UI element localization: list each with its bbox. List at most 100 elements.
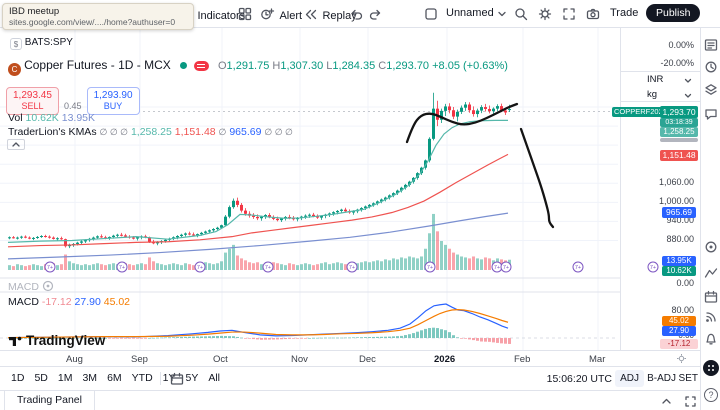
chat-icon[interactable] — [704, 107, 718, 121]
help-icon[interactable]: ? — [704, 388, 718, 402]
fullscreen-button[interactable] — [562, 7, 576, 21]
tradingview-mark-icon — [9, 336, 22, 346]
copper-symbol-icon: C — [8, 63, 21, 76]
tooltip-title: IBD meetup — [9, 6, 60, 17]
replay-icon — [305, 9, 317, 20]
calendar-icon[interactable] — [704, 290, 718, 304]
range-1d[interactable]: 1D — [11, 372, 25, 384]
kma-fast-price-label: 1,258.25 — [660, 127, 698, 137]
range-1m[interactable]: 1M — [57, 372, 73, 384]
chevron-down-icon[interactable] — [683, 76, 693, 86]
range-3m[interactable]: 3M — [82, 372, 98, 384]
panel-chevron-up-icon[interactable] — [660, 395, 673, 408]
alert-button[interactable]: Alert — [260, 6, 302, 24]
macd-hist-value: -17.12 — [41, 296, 72, 308]
streams-icon[interactable] — [704, 310, 718, 324]
layout-name[interactable]: Unnamed — [446, 7, 494, 19]
unit-selectors: INR kg — [621, 71, 700, 102]
alerts-clock-icon[interactable] — [704, 60, 718, 74]
layout-checkbox-icon — [425, 8, 437, 20]
watermark-text: TradingView — [26, 333, 106, 348]
time-label-oct: Oct — [213, 354, 228, 365]
indicator-templates-button[interactable] — [238, 7, 252, 21]
range-5y[interactable]: 5Y — [185, 372, 199, 384]
price-axis-border — [620, 28, 621, 350]
chevron-down-icon[interactable] — [683, 91, 693, 101]
market-closed-icon — [193, 61, 209, 72]
currency-select[interactable]: INR — [647, 74, 663, 85]
settings-button[interactable] — [538, 7, 552, 21]
quick-search-button[interactable] — [514, 7, 528, 21]
replay-button[interactable]: Replay — [303, 6, 357, 24]
range-6m[interactable]: 6M — [107, 372, 122, 384]
svg-text:7+: 7+ — [427, 265, 433, 271]
adj-button[interactable]: ADJ — [615, 370, 644, 387]
undo-button[interactable] — [350, 7, 364, 21]
svg-text:7+: 7+ — [503, 265, 509, 271]
macd-line-value: 27.90 — [74, 296, 101, 308]
chevron-down-icon — [498, 11, 506, 17]
volume-legend-row[interactable]: Vol 10.62K 13.95K — [8, 112, 95, 124]
volume-high: 13.95K — [61, 112, 96, 124]
kma-mid-value: 1,151.48 — [174, 126, 216, 138]
buy-button[interactable]: 1,293.90 BUY — [86, 87, 140, 115]
time-label-2026: 2026 — [434, 354, 456, 365]
price-tick-880: 880.00 — [666, 234, 694, 244]
watchlist-icon[interactable] — [704, 38, 718, 52]
macd-line-price-label: 27.90 — [662, 326, 696, 336]
trading-panel-tab[interactable]: Trading Panel — [4, 391, 95, 410]
set-button[interactable]: SET — [678, 373, 698, 384]
buy-price: 1,293.90 — [93, 90, 133, 101]
volume-current-label: 10.62K — [662, 266, 696, 276]
market-status-dot-icon — [179, 62, 187, 69]
range-ytd[interactable]: YTD — [131, 372, 153, 384]
last-price-label[interactable]: 1,293.70 — [660, 106, 698, 118]
range-5d[interactable]: 5D — [34, 372, 48, 384]
apps-grid-icon[interactable] — [703, 360, 719, 376]
tooltip-url: sites.google.com/view/..../home?authuser… — [9, 17, 176, 27]
close-label: C — [378, 60, 387, 72]
clock-utc[interactable]: 15:06:20 UTC — [546, 373, 612, 385]
macd-legend-row[interactable]: MACD -17.12 27.90 45.02 — [8, 296, 130, 308]
unit-select[interactable]: kg — [647, 89, 657, 100]
macd-collapsed-row[interactable]: MACD — [8, 280, 54, 293]
sell-label: SELL — [21, 101, 44, 111]
go-to-date-calendar-icon[interactable] — [170, 372, 184, 386]
axis-settings-gear-icon[interactable] — [676, 353, 687, 364]
high-value: 1,307.30 — [280, 60, 324, 72]
trade-button[interactable]: Trade — [610, 7, 639, 19]
layout-dropdown[interactable] — [496, 8, 508, 20]
collapse-legend-button[interactable] — [7, 139, 25, 150]
kma-empty-values-3: ∅ ∅ ∅ — [264, 127, 293, 137]
grid-icon — [238, 7, 252, 21]
hotlist-target-icon[interactable] — [704, 240, 718, 254]
publish-button[interactable]: Publish — [646, 4, 701, 22]
currency-value: INR — [647, 74, 664, 85]
chevron-up-icon — [12, 142, 20, 147]
kma-slow-price-label: 965.69 — [662, 207, 696, 218]
kma-legend-row[interactable]: TraderLion's KMAs ∅ ∅ ∅ 1,258.25 1,151.4… — [8, 126, 293, 138]
dollar-icon: $ — [10, 38, 22, 50]
macd-signal-value: 45.02 — [103, 296, 131, 308]
eye-toggle-icon[interactable] — [42, 280, 54, 292]
notifications-bell-icon[interactable] — [704, 332, 718, 346]
snapshot-button[interactable] — [586, 7, 600, 21]
price-tick-1000: 1,000.00 — [658, 196, 694, 206]
low-value: 1,284.35 — [332, 60, 376, 72]
symbol-tab-bats-spy[interactable]: $ BATS:SPY — [10, 37, 73, 50]
range-all[interactable]: All — [208, 372, 221, 384]
ideas-icon[interactable] — [704, 266, 718, 280]
time-axis[interactable]: Aug Sep Oct Nov Dec 2026 Feb Mar — [0, 350, 700, 366]
symbol-legend-row: C Copper Futures - 1D - MCX O1,291.75 H1… — [8, 58, 508, 76]
symbol-title[interactable]: Copper Futures - 1D - MCX — [24, 58, 171, 72]
macd-hist-price-label: -17.12 — [660, 339, 698, 349]
svg-text:7+: 7+ — [119, 265, 125, 271]
panel-expand-icon[interactable] — [684, 395, 697, 408]
divider — [160, 372, 161, 385]
sell-button[interactable]: 1,293.45 SELL — [6, 87, 59, 115]
redo-button[interactable] — [368, 7, 382, 21]
layout-button[interactable] — [424, 7, 438, 21]
layers-icon[interactable] — [704, 83, 718, 97]
b-adj-button[interactable]: B-ADJ — [647, 373, 676, 384]
